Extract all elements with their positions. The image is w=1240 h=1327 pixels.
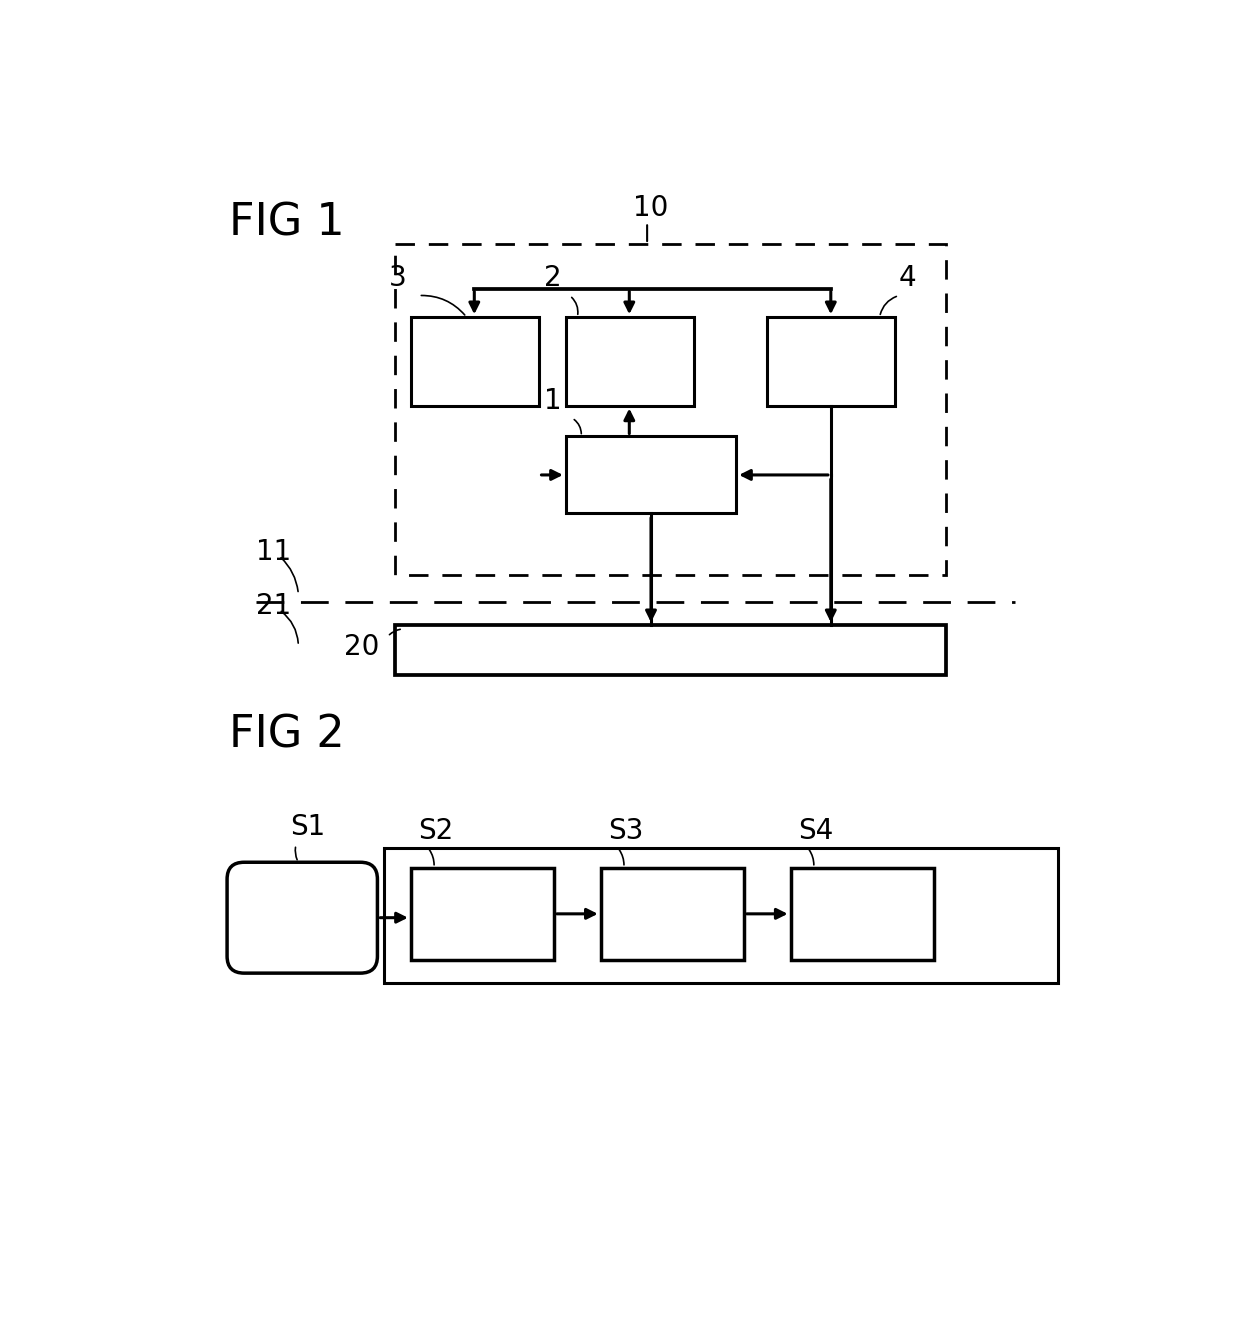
Bar bbox=[565, 317, 693, 406]
Text: S2: S2 bbox=[419, 816, 454, 844]
Text: 21: 21 bbox=[255, 592, 291, 620]
Bar bbox=[396, 244, 945, 575]
Text: S1: S1 bbox=[290, 812, 326, 841]
Text: 3: 3 bbox=[389, 264, 407, 292]
Text: 20: 20 bbox=[345, 633, 379, 661]
Text: S4: S4 bbox=[799, 816, 833, 844]
Text: 1: 1 bbox=[544, 387, 562, 415]
Text: FIG 2: FIG 2 bbox=[228, 714, 345, 756]
Bar bbox=[768, 317, 895, 406]
Text: 11: 11 bbox=[255, 537, 291, 565]
Text: 10: 10 bbox=[634, 194, 668, 223]
Bar bbox=[600, 868, 744, 959]
Bar bbox=[410, 868, 554, 959]
FancyBboxPatch shape bbox=[227, 863, 377, 973]
Bar bbox=[565, 437, 737, 514]
Bar bbox=[410, 317, 538, 406]
Bar bbox=[396, 625, 945, 675]
Text: 4: 4 bbox=[899, 264, 916, 292]
Bar bbox=[383, 848, 1058, 983]
Text: FIG 1: FIG 1 bbox=[228, 202, 345, 244]
Bar bbox=[791, 868, 934, 959]
Text: 2: 2 bbox=[544, 264, 562, 292]
Text: S3: S3 bbox=[609, 816, 644, 844]
